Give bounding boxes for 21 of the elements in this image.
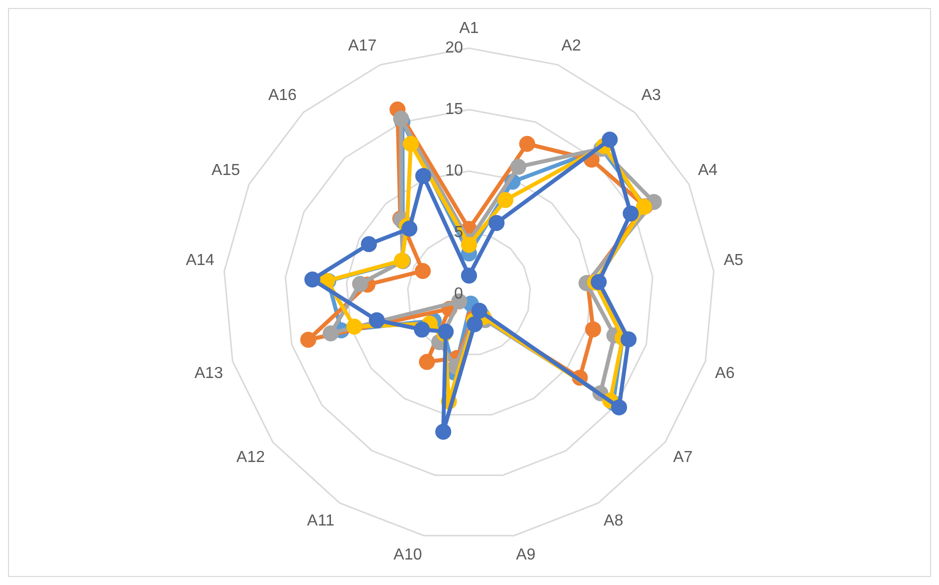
spoke-label: A2: [561, 37, 582, 54]
spoke-label: A17: [348, 37, 377, 54]
spoke-label: A16: [268, 86, 297, 104]
y-tick-label: 10: [445, 162, 464, 180]
y-tick-label: 15: [445, 101, 464, 118]
spoke-label: A14: [186, 252, 214, 270]
spoke-label: A11: [307, 512, 334, 530]
y-tick-label: 5: [454, 224, 464, 241]
spoke-label: A3: [641, 86, 662, 104]
spoke-label: A12: [236, 449, 265, 466]
spoke-label: A7: [673, 449, 693, 466]
spoke-label: A10: [394, 546, 422, 564]
spoke-label: A8: [604, 512, 624, 530]
spoke-label: A13: [194, 365, 224, 382]
spoke-label: A4: [698, 162, 718, 179]
spoke-label: A9: [516, 546, 536, 564]
spoke-label: A1: [459, 20, 479, 38]
spoke-label: A6: [715, 365, 735, 382]
spoke-label: A5: [724, 252, 744, 270]
spoke-label: A15: [212, 162, 240, 179]
y-tick-label: 20: [445, 40, 464, 57]
